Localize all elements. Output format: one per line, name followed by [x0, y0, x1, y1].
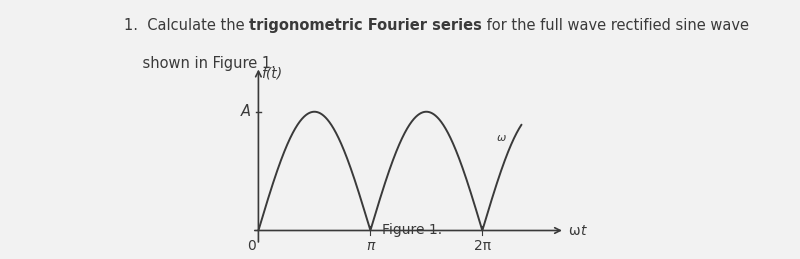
- Text: Figure 1.: Figure 1.: [382, 223, 442, 237]
- Text: 0: 0: [248, 239, 256, 253]
- Text: A: A: [241, 104, 250, 119]
- Text: trigonometric Fourier series: trigonometric Fourier series: [250, 18, 482, 33]
- Text: for the full wave rectified sine wave: for the full wave rectified sine wave: [482, 18, 749, 33]
- Text: shown in Figure 1.: shown in Figure 1.: [124, 56, 276, 71]
- Text: f(t): f(t): [262, 67, 282, 81]
- Text: t: t: [580, 224, 586, 238]
- Text: ω: ω: [498, 133, 506, 143]
- Text: ω: ω: [568, 224, 579, 238]
- Text: 2π: 2π: [474, 239, 491, 253]
- Text: π: π: [366, 239, 374, 253]
- Text: 1.  Calculate the: 1. Calculate the: [124, 18, 250, 33]
